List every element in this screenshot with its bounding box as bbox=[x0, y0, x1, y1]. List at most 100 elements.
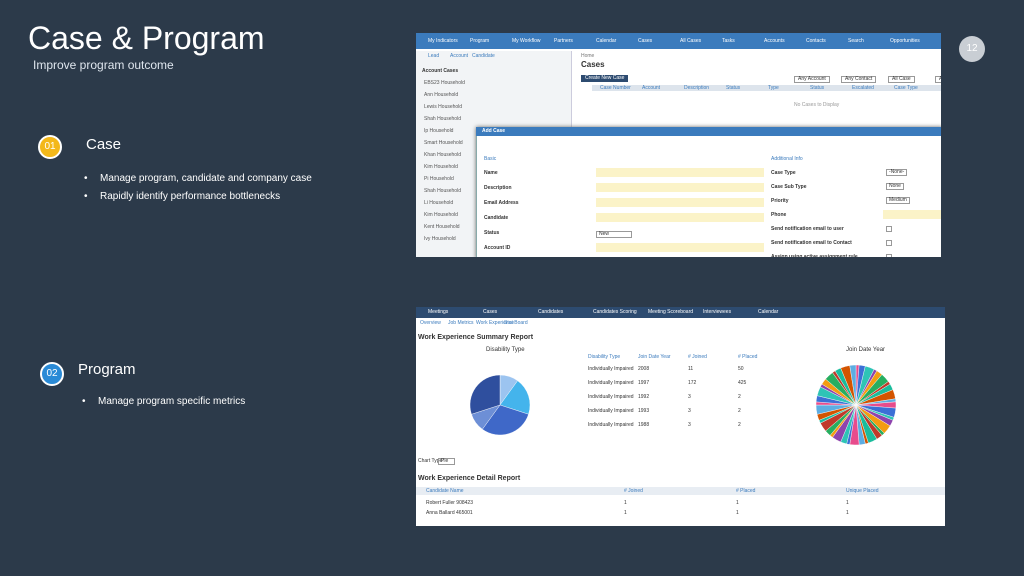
nav-tab: Partners bbox=[554, 38, 573, 44]
column-header: Type bbox=[768, 85, 779, 91]
sidebar-title: Account Cases bbox=[422, 68, 459, 74]
sidebar-item: Ip Household bbox=[424, 128, 454, 134]
nav-tab: Candidates Scoring bbox=[593, 309, 637, 315]
field-label: Name bbox=[484, 170, 498, 176]
table-cell: Individually Impaired bbox=[588, 408, 634, 414]
bullets: • Manage program specific metrics bbox=[82, 393, 245, 411]
select: None bbox=[886, 183, 904, 190]
field-input bbox=[596, 198, 764, 207]
table-cell: 425 bbox=[738, 380, 747, 386]
sub-tab: Work Experience bbox=[476, 320, 514, 326]
pie-charts bbox=[469, 364, 897, 446]
bullet: • Rapidly identify performance bottleneck… bbox=[84, 188, 312, 206]
nav-tab: Interviewees bbox=[703, 309, 732, 315]
bullet-dot: • bbox=[84, 173, 88, 184]
column-header: Unique Placed bbox=[846, 488, 879, 494]
table-cell: 3 bbox=[688, 422, 691, 428]
sub-tab: Lead bbox=[428, 53, 440, 59]
field-label: Description bbox=[484, 185, 512, 191]
nav-tab: Program bbox=[470, 38, 490, 44]
section-number: 01 bbox=[38, 135, 62, 159]
column-header: Status bbox=[810, 85, 825, 91]
column-header: Case Number bbox=[600, 85, 631, 91]
sidebar-item: EBS23 Household bbox=[424, 80, 465, 86]
chart-type-select: Pie bbox=[438, 458, 456, 465]
field-label: Assign using active assignment rule bbox=[771, 254, 858, 258]
breadcrumb: Home bbox=[581, 53, 595, 59]
sub-tab: Candidate bbox=[472, 53, 495, 59]
nav-tab: Calendar bbox=[596, 38, 617, 44]
column-header: # Placed bbox=[738, 354, 758, 360]
sidebar-item: Lewis Household bbox=[424, 104, 463, 110]
bullet-dot: • bbox=[82, 396, 86, 407]
section-number: 02 bbox=[40, 362, 64, 386]
sidebar-item: Ann Household bbox=[424, 92, 459, 98]
field-label: Send notification email to user bbox=[771, 226, 844, 232]
checkbox bbox=[886, 240, 892, 246]
sidebar-item: Kent Household bbox=[424, 224, 460, 230]
table-cell: 1 bbox=[846, 500, 849, 506]
column-header: # Placed bbox=[736, 488, 756, 494]
nav-tab: All Cases bbox=[680, 38, 702, 44]
table-cell: 3 bbox=[688, 394, 691, 400]
program-screenshot: Meetings Cases Candidates Candidates Scorin… bbox=[416, 307, 945, 526]
sidebar-item: Li Household bbox=[424, 200, 454, 206]
bullet-dot: • bbox=[84, 191, 88, 202]
section-label: Additional Info bbox=[771, 156, 803, 162]
sidebar-item: Kim Household bbox=[424, 164, 458, 170]
modal-header bbox=[476, 127, 941, 136]
field-label: Case Type bbox=[771, 170, 796, 176]
table-cell: 1 bbox=[624, 500, 627, 506]
table-cell: Anna Ballard 465001 bbox=[426, 510, 473, 516]
sidebar-item: Pi Household bbox=[424, 176, 454, 182]
field-label: Account ID bbox=[484, 245, 511, 251]
sidebar-item: Khan Household bbox=[424, 152, 461, 158]
bullet-text: Manage program, candidate and company ca… bbox=[100, 173, 312, 184]
chart-title: Disability Type bbox=[486, 347, 525, 353]
bullet: • Manage program, candidate and company c… bbox=[84, 170, 312, 188]
table-header bbox=[416, 487, 945, 495]
sidebar-item: Ivy Household bbox=[424, 236, 456, 242]
column-header: Escalated bbox=[852, 85, 874, 91]
table-cell: 1988 bbox=[638, 422, 650, 428]
table-cell: 1993 bbox=[638, 408, 650, 414]
table-cell: 1997 bbox=[638, 380, 650, 386]
filter: All Case bbox=[888, 76, 915, 83]
filter: Any Contact bbox=[841, 76, 877, 83]
pie-slice bbox=[499, 380, 531, 415]
column-header: Description bbox=[684, 85, 710, 91]
table-cell: 2 bbox=[738, 408, 741, 414]
sidebar-item: Smart Household bbox=[424, 140, 463, 146]
checkbox bbox=[886, 254, 892, 257]
column-header: # Joined bbox=[624, 488, 643, 494]
nav-tab: Meetings bbox=[428, 309, 449, 315]
table-cell: Individually Impaired bbox=[588, 380, 634, 386]
field-input bbox=[596, 213, 764, 222]
nav-tab: Tasks bbox=[722, 38, 735, 44]
field-label: Priority bbox=[771, 198, 789, 204]
table-cell: Robert Fuller 908423 bbox=[426, 500, 473, 506]
nav-tab: Cases bbox=[638, 38, 653, 44]
column-header: Account bbox=[642, 85, 661, 91]
table-cell: 1992 bbox=[638, 394, 650, 400]
sub-tab: Account bbox=[450, 53, 469, 59]
nav-tab: Meeting Scoreboard bbox=[648, 309, 694, 315]
report-title: Work Experience Summary Report bbox=[418, 334, 534, 341]
select: -None- bbox=[886, 169, 908, 176]
title: Case & Program bbox=[28, 20, 265, 56]
nav-tab: Opportunities bbox=[890, 38, 920, 44]
select: Medium bbox=[886, 197, 910, 204]
pie-slice bbox=[482, 404, 529, 436]
table-cell: 11 bbox=[688, 366, 694, 372]
bullet-text: Rapidly identify performance bottlenecks bbox=[100, 191, 281, 202]
report-title: Work Experience Detail Report bbox=[418, 475, 521, 482]
nav-tab: Candidates bbox=[538, 309, 564, 315]
sub-tab: Job Metrics bbox=[448, 320, 474, 326]
table-cell: 1 bbox=[736, 500, 739, 506]
pie-slice bbox=[469, 374, 501, 415]
field-label: Phone bbox=[771, 212, 787, 218]
table-cell: 1 bbox=[736, 510, 739, 516]
modal-title: Add Case bbox=[482, 128, 506, 134]
bullet-text: Manage program specific metrics bbox=[98, 396, 246, 407]
field-input bbox=[883, 210, 941, 219]
